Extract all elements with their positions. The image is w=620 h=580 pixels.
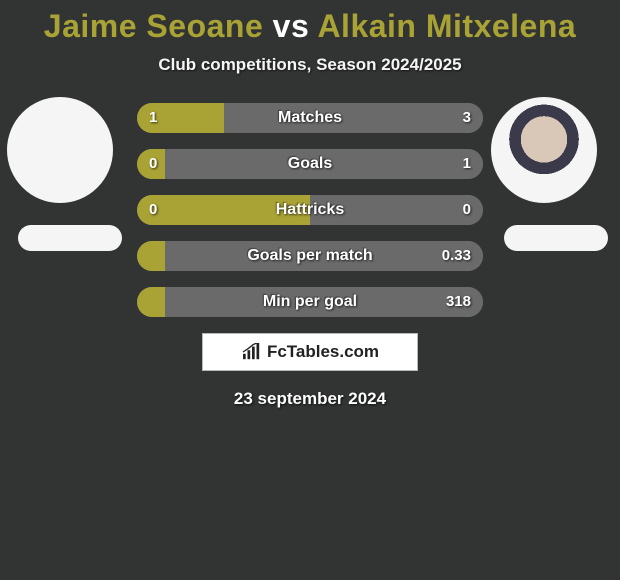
name-pill-player2	[504, 225, 608, 251]
stat-bar-value-left: 0	[149, 195, 157, 225]
logo: FcTables.com	[241, 342, 379, 362]
avatar-player1	[7, 97, 113, 203]
stat-bar-value-left: 1	[149, 103, 157, 133]
stat-bar-label: Hattricks	[137, 195, 483, 225]
comparison-card: Jaime Seoane vs Alkain Mitxelena Club co…	[0, 0, 620, 580]
stat-bar-label: Goals per match	[137, 241, 483, 271]
stat-bars: Matches13Goals01Hattricks00Goals per mat…	[137, 103, 483, 317]
stat-bar-value-right: 318	[446, 287, 471, 317]
stat-bar-value-right: 0.33	[442, 241, 471, 271]
title-player1: Jaime Seoane	[44, 8, 263, 44]
name-pill-player1	[18, 225, 122, 251]
logo-box[interactable]: FcTables.com	[202, 333, 418, 371]
stat-bar-label: Goals	[137, 149, 483, 179]
stat-bar-row: Goals0 1	[137, 149, 483, 179]
logo-text: FcTables.com	[267, 342, 379, 362]
page-title: Jaime Seoane vs Alkain Mitxelena	[0, 0, 620, 45]
title-vs: vs	[273, 8, 310, 44]
stat-bar-row: Min per goal318	[137, 287, 483, 317]
date-text: 23 september 2024	[0, 389, 620, 409]
stat-bar-row: Goals per match0.33	[137, 241, 483, 271]
stat-bar-row: Hattricks0 0	[137, 195, 483, 225]
stat-bar-value-right: 0	[463, 195, 471, 225]
stat-bar-label: Matches	[137, 103, 483, 133]
stat-bar-value-left: 0	[149, 149, 157, 179]
subtitle: Club competitions, Season 2024/2025	[0, 55, 620, 75]
stat-bar-value-right: 1	[463, 149, 471, 179]
stat-bar-value-right: 3	[463, 103, 471, 133]
stat-bar-row: Matches1 3	[137, 103, 483, 133]
avatar-player2	[491, 97, 597, 203]
stat-bar-label: Min per goal	[137, 287, 483, 317]
content-area: Matches13Goals01Hattricks00Goals per mat…	[0, 103, 620, 409]
title-player2: Alkain Mitxelena	[317, 8, 576, 44]
chart-icon	[241, 343, 263, 361]
